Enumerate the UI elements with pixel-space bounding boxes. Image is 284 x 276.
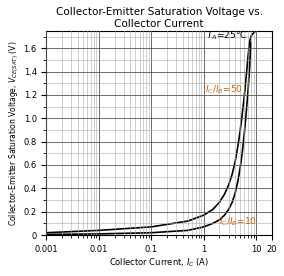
- Text: $T_A$=25°C: $T_A$=25°C: [206, 30, 247, 43]
- X-axis label: Collector Current, $I_C$ (A): Collector Current, $I_C$ (A): [109, 257, 209, 269]
- Y-axis label: Collector-Emitter Saturation Voltage, $V_{CE(SAT)}$ (V): Collector-Emitter Saturation Voltage, $V…: [7, 40, 21, 225]
- Text: $I_C/I_B$=50: $I_C/I_B$=50: [205, 84, 243, 96]
- Text: $I_C/I_B$=10: $I_C/I_B$=10: [220, 216, 257, 228]
- Title: Collector-Emitter Saturation Voltage vs.
Collector Current: Collector-Emitter Saturation Voltage vs.…: [56, 7, 263, 28]
